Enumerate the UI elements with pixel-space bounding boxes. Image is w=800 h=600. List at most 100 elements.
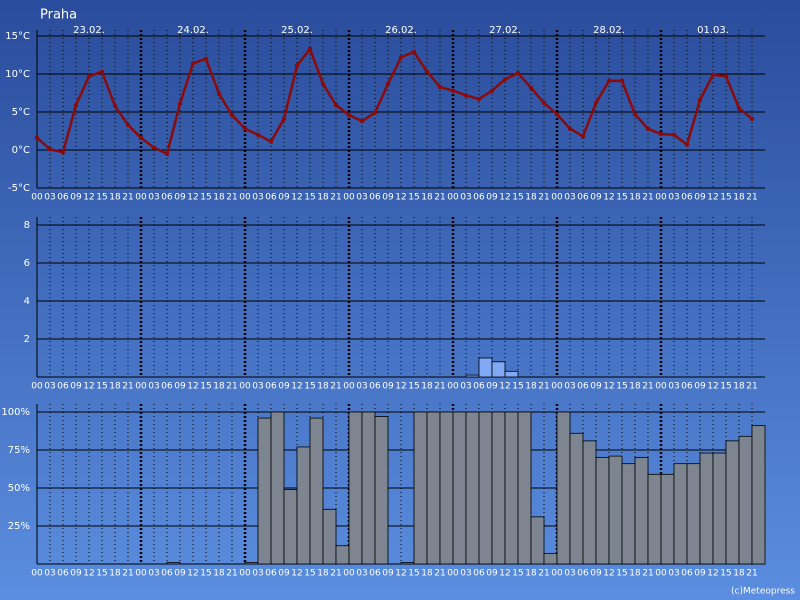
x-tick-label: 18 [525,382,537,392]
bar [608,455,623,565]
bar [699,452,714,565]
x-tick-label: 15 [200,569,211,579]
point [320,81,326,87]
x-tick-label: 09 [486,382,498,392]
x-tick-label: 06 [161,382,173,392]
point [541,100,547,106]
x-tick-label: 00 [655,569,667,579]
point [47,147,53,152]
y-tick-label: 25% [8,521,30,532]
x-tick-label: 06 [57,569,69,579]
x-tick-label: 00 [239,193,251,203]
y-tick-label: 50% [8,483,30,494]
x-tick-label: 15 [720,569,731,579]
bar [517,411,532,565]
bar [478,411,493,565]
x-tick-label: 21 [122,569,133,579]
x-tick-label: 12 [603,193,614,203]
point [736,106,742,111]
x-tick-label: 06 [681,382,693,392]
x-tick-label: 12 [187,193,198,203]
bar [660,473,675,565]
x-tick-label: 09 [486,569,498,579]
x-tick-label: 09 [382,569,394,579]
x-tick-label: 21 [746,569,757,579]
bar [582,440,597,565]
bar [738,435,753,565]
x-tick-label: 15 [96,569,107,579]
x-tick-label: 12 [395,569,406,579]
x-tick-label: 21 [330,193,341,203]
x-tick-label: 12 [187,382,198,392]
x-tick-label: 03 [460,193,471,203]
x-tick-label: 00 [31,569,43,579]
point [268,139,274,144]
x-tick-label: 15 [616,382,627,392]
y-tick-label: 10°C [5,69,30,80]
x-tick-label: 18 [733,193,745,203]
x-tick-label: 06 [265,569,277,579]
point [606,78,612,84]
x-tick-label: 09 [382,193,394,203]
x-tick-label: 00 [447,569,459,579]
x-tick-label: 15 [200,382,211,392]
bar [465,411,480,565]
x-tick-label: 21 [642,382,653,392]
x-tick-label: 09 [278,569,290,579]
x-tick-label: 00 [135,382,147,392]
x-tick-label: 12 [707,569,718,579]
point [190,61,196,66]
bar [621,463,636,565]
x-tick-label: 15 [512,569,523,579]
point [476,96,482,102]
x-tick-label: 06 [473,382,485,392]
x-tick-label: 06 [577,193,589,203]
x-tick-label: 12 [83,569,94,579]
point [749,116,755,122]
bar [270,411,285,565]
bar [543,552,558,565]
x-tick-label: 21 [122,193,133,203]
bar [426,411,441,565]
x-tick-label: 03 [44,382,55,392]
x-tick-label: 03 [252,193,263,203]
x-tick-label: 15 [512,193,523,203]
x-tick-label: 21 [226,193,237,203]
bar [439,411,454,565]
bar [296,446,311,565]
x-tick-label: 15 [720,193,731,203]
x-tick-label: 06 [681,569,693,579]
x-tick-label: 06 [473,569,485,579]
point [385,81,391,87]
bar [712,452,727,565]
point [125,122,131,128]
x-tick-label: 09 [590,193,602,203]
credit: (c)Meteopress [731,587,795,597]
x-tick-label: 06 [57,382,69,392]
x-tick-label: 12 [395,193,406,203]
x-tick-label: 15 [616,569,627,579]
x-tick-label: 06 [161,569,173,579]
bar [335,545,350,565]
x-tick-label: 12 [707,193,718,203]
x-tick-label: 00 [655,382,667,392]
bar [361,411,376,565]
day-label: 26.02. [385,25,417,36]
x-tick-label: 03 [564,193,575,203]
bar [400,562,415,565]
x-tick-label: 09 [382,382,394,392]
day-label: 27.02. [489,25,521,36]
point [593,100,599,106]
point [242,126,248,131]
y-tick-label: 8 [24,220,30,231]
x-tick-label: 12 [603,382,614,392]
point [229,112,235,118]
x-tick-label: 03 [668,569,679,579]
x-tick-label: 21 [746,193,757,203]
x-tick-label: 15 [304,569,315,579]
x-tick-label: 18 [629,193,641,203]
x-tick-label: 15 [96,193,107,203]
x-tick-label: 09 [174,382,186,392]
bar [309,417,324,565]
